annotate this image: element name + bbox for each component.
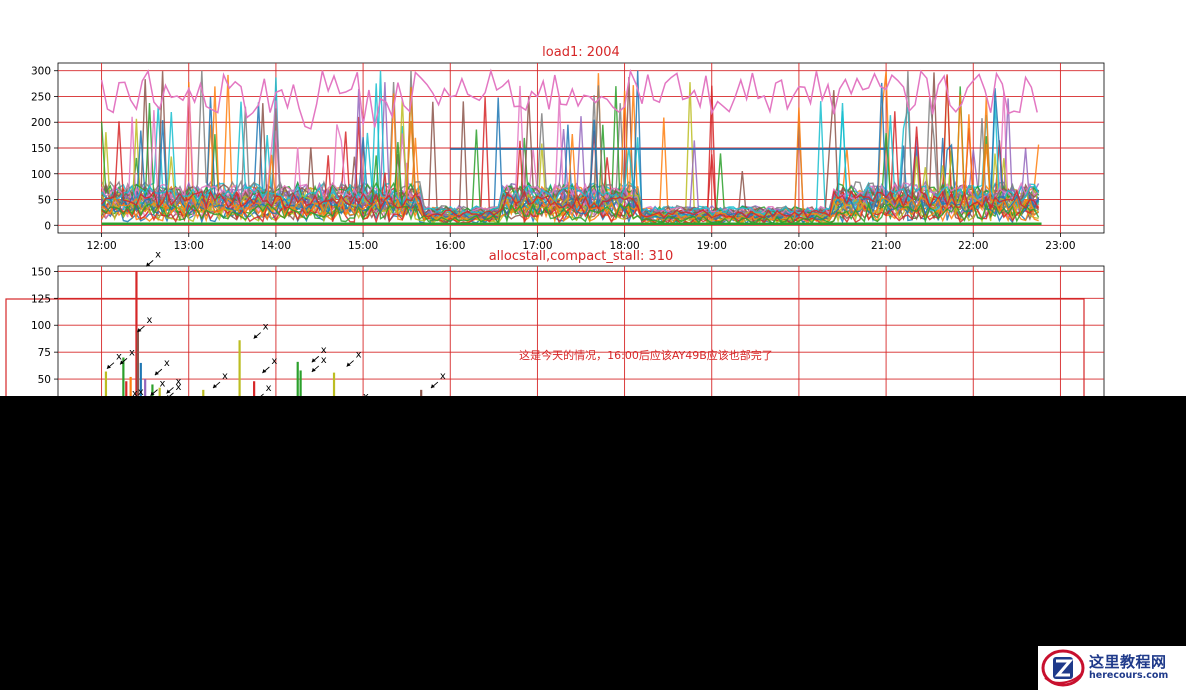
- load1-y-ticks: 0 50 100 150 200 250 300: [31, 66, 58, 232]
- load1-series-line: [100, 70, 1040, 223]
- load1-ytick-label: 100: [31, 169, 51, 181]
- allocstall-marker-label: x: [164, 358, 170, 369]
- allocstall-marker-label: x: [263, 322, 269, 333]
- load1-ytick-label: 50: [38, 195, 51, 207]
- allocstall-marker-arrowhead: [311, 367, 316, 372]
- load1-xtick-label: 16:00: [435, 240, 465, 252]
- allocstall-ytick-label: 50: [38, 374, 51, 386]
- allocstall-marker-arrowhead: [262, 369, 267, 373]
- load1-xtick-label: 22:00: [958, 240, 988, 252]
- load1-xtick-label: 23:00: [1045, 240, 1075, 252]
- allocstall-ytick-label: 75: [38, 347, 51, 359]
- allocstall-y-ticks: 50 75 100 125 150: [31, 266, 58, 386]
- load1-xtick-label: 12:00: [86, 240, 116, 252]
- load1-xtick-label: 19:00: [697, 240, 727, 252]
- allocstall-marker-label: x: [356, 350, 362, 361]
- load1-series-line: [101, 141, 1040, 225]
- allocstall-marker-arrowhead: [212, 384, 217, 389]
- load1-ytick-label: 200: [31, 117, 51, 129]
- allocstall-marker-label: x: [440, 371, 446, 382]
- load1-xtick-label: 17:00: [522, 240, 552, 252]
- watermark-url: herecours.com: [1089, 669, 1169, 681]
- allocstall-marker-arrowhead: [106, 364, 111, 369]
- allocstall-marker-label: x: [271, 356, 277, 367]
- allocstall-marker-arrowhead: [150, 391, 155, 396]
- allocstall-ytick-label: 125: [31, 293, 51, 305]
- load1-series-line: [101, 85, 1039, 226]
- allocstall-marker-label: x: [176, 376, 182, 387]
- allocstall-marker-arrowhead: [154, 371, 159, 376]
- load1-ytick-label: 0: [44, 220, 51, 232]
- allocstall-marker-arrowhead: [346, 362, 351, 367]
- load1-series-line: [101, 87, 1040, 222]
- load1-xtick-label: 13:00: [174, 240, 204, 252]
- load1-series-line: [101, 101, 1040, 217]
- allocstall-marker-arrowhead: [311, 358, 316, 363]
- load1-ytick-label: 250: [31, 91, 51, 103]
- site-watermark: 这里教程网 herecours.com: [1038, 646, 1186, 690]
- load1-series-line: [101, 121, 1040, 219]
- load1-x-ticks: 12:00 13:00 14:00 15:00 16:00 17:00 18:00 19:00…: [86, 233, 1076, 252]
- allocstall-marker-label: x: [116, 352, 122, 363]
- allocstall-marker-label: x: [222, 371, 228, 382]
- allocstall-marker-label: x: [146, 315, 152, 326]
- allocstall-marker-arrowhead: [253, 334, 258, 339]
- load1-ytick-label: 300: [31, 66, 51, 78]
- allocstall-marker-arrowhead: [430, 384, 435, 389]
- allocstall-marker-arrowhead: [166, 389, 171, 394]
- allocstall-marker-arrowhead: [146, 262, 151, 267]
- allocstall-bars: [104, 271, 423, 406]
- allocstall-marker-label: x: [155, 249, 161, 260]
- watermark-title: 这里教程网: [1089, 653, 1167, 672]
- allocstall-marker-label: x: [132, 388, 138, 399]
- load1-ytick-label: 150: [31, 143, 51, 155]
- annotation-text: 这是今天的情况，16:00后应该AY49B应该也部完了: [519, 348, 773, 362]
- load1-series-line-high: [100, 68, 1038, 130]
- allocstall-chart: xxxxxxxxxxxxxxxxxxx 50 75 100 125 150 allocs…: [5, 249, 1105, 410]
- black-redaction-panel: [0, 396, 1186, 690]
- load1-series-line: [101, 81, 1039, 225]
- allocstall-marker-label: x: [138, 387, 144, 398]
- allocstall-marker-label: x: [321, 355, 327, 366]
- allocstall-marker-label: x: [266, 383, 272, 394]
- allocstall-marker-label: x: [160, 379, 166, 390]
- load1-xtick-label: 20:00: [784, 240, 814, 252]
- load1-xtick-label: 14:00: [261, 240, 291, 252]
- allocstall-marker-arrowhead: [137, 328, 142, 333]
- load1-series-group: [100, 68, 1042, 226]
- allocstall-markers: xxxxxxxxxxxxxxxxxxx: [106, 249, 446, 409]
- load1-title: load1: 2004: [542, 45, 620, 60]
- load1-series-line: [100, 71, 1040, 216]
- load1-xtick-label: 18:00: [609, 240, 639, 252]
- z-logo-icon: [1041, 648, 1085, 688]
- allocstall-marker-arrowhead: [120, 360, 125, 365]
- allocstall-marker-label: x: [321, 345, 327, 356]
- allocstall-marker-label: x: [129, 347, 135, 358]
- allocstall-grid: [58, 266, 1104, 406]
- allocstall-marker-label: x: [176, 382, 182, 393]
- allocstall-ytick-label: 150: [31, 266, 51, 278]
- load1-xtick-label: 21:00: [871, 240, 901, 252]
- allocstall-ytick-label: 100: [31, 320, 51, 332]
- load1-chart: 12:00 13:00 14:00 15:00 16:00 17:00 18:00 19:00…: [31, 45, 1105, 252]
- load1-xtick-label: 15:00: [348, 240, 378, 252]
- allocstall-title: allocstall,compact_stall: 310: [489, 249, 674, 264]
